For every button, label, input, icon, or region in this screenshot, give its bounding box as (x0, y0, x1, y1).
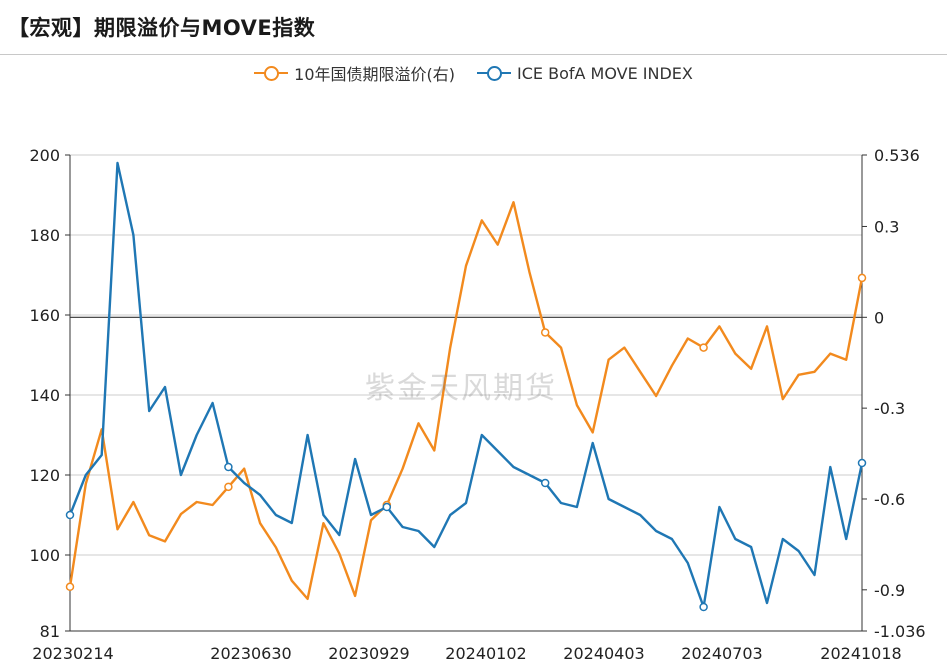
series-0-point (65, 582, 75, 592)
series-1-point (382, 502, 392, 512)
legend-marker-blue-icon (477, 66, 511, 81)
y-left-tick-label: 81 (40, 622, 60, 641)
legend-marker-orange-icon (254, 66, 289, 81)
x-tick-label: 20240703 (681, 644, 762, 663)
x-tick-label: 20240403 (563, 644, 644, 663)
y-right-tick-label: -0.9 (874, 581, 905, 600)
chart-title: 【宏观】期限溢价与MOVE指数 (8, 16, 316, 40)
y-left-tick-label: 200 (29, 146, 60, 165)
y-right-tick-label: -0.6 (874, 490, 905, 509)
y-left-tick-label: 160 (29, 306, 60, 325)
y-left-tick-label: 120 (29, 466, 60, 485)
x-tick-label: 20240102 (445, 644, 526, 663)
y-right-tick-label: 0.3 (874, 217, 899, 236)
series-1-point (65, 510, 75, 520)
y-left-tick-label: 180 (29, 226, 60, 245)
legend-item-term-premium[interactable]: 10年国债期限溢价(右) (254, 61, 455, 85)
y-right-tick-label: -1.036 (874, 622, 926, 641)
series-0-point (224, 482, 233, 492)
series-0-point (857, 273, 867, 283)
x-tick-label: 20241018 (820, 644, 901, 663)
series-line-0 (68, 200, 864, 601)
legend-item-move-index[interactable]: ICE BofA MOVE INDEX (477, 64, 693, 83)
y-right-tick-label: 0.536 (874, 146, 920, 165)
x-tick-label: 20230630 (210, 644, 291, 663)
y-left-tick-label: 100 (29, 546, 60, 565)
series-0-point (540, 328, 550, 337)
legend-label-move-index: ICE BofA MOVE INDEX (517, 63, 693, 83)
series-1-point (540, 478, 550, 488)
y-left-tick-label: 140 (29, 386, 60, 405)
title-divider (0, 54, 947, 55)
series-line-1 (68, 161, 864, 609)
y-right-tick-label: 0 (874, 308, 884, 327)
legend: 10年国债期限溢价(右) ICE BofA MOVE INDEX (0, 60, 947, 86)
series-1-point (224, 462, 233, 472)
watermark: 紫金天风期货 (365, 371, 557, 406)
series-1-point (699, 602, 708, 612)
y-right-tick-label: -0.3 (874, 399, 905, 418)
x-tick-label: 20230214 (32, 644, 113, 663)
series-1-point (857, 458, 867, 468)
x-tick-label: 20230929 (328, 644, 409, 663)
legend-label-term-premium: 10年国债期限溢价(右) (294, 65, 455, 84)
series-0-point (699, 343, 708, 352)
